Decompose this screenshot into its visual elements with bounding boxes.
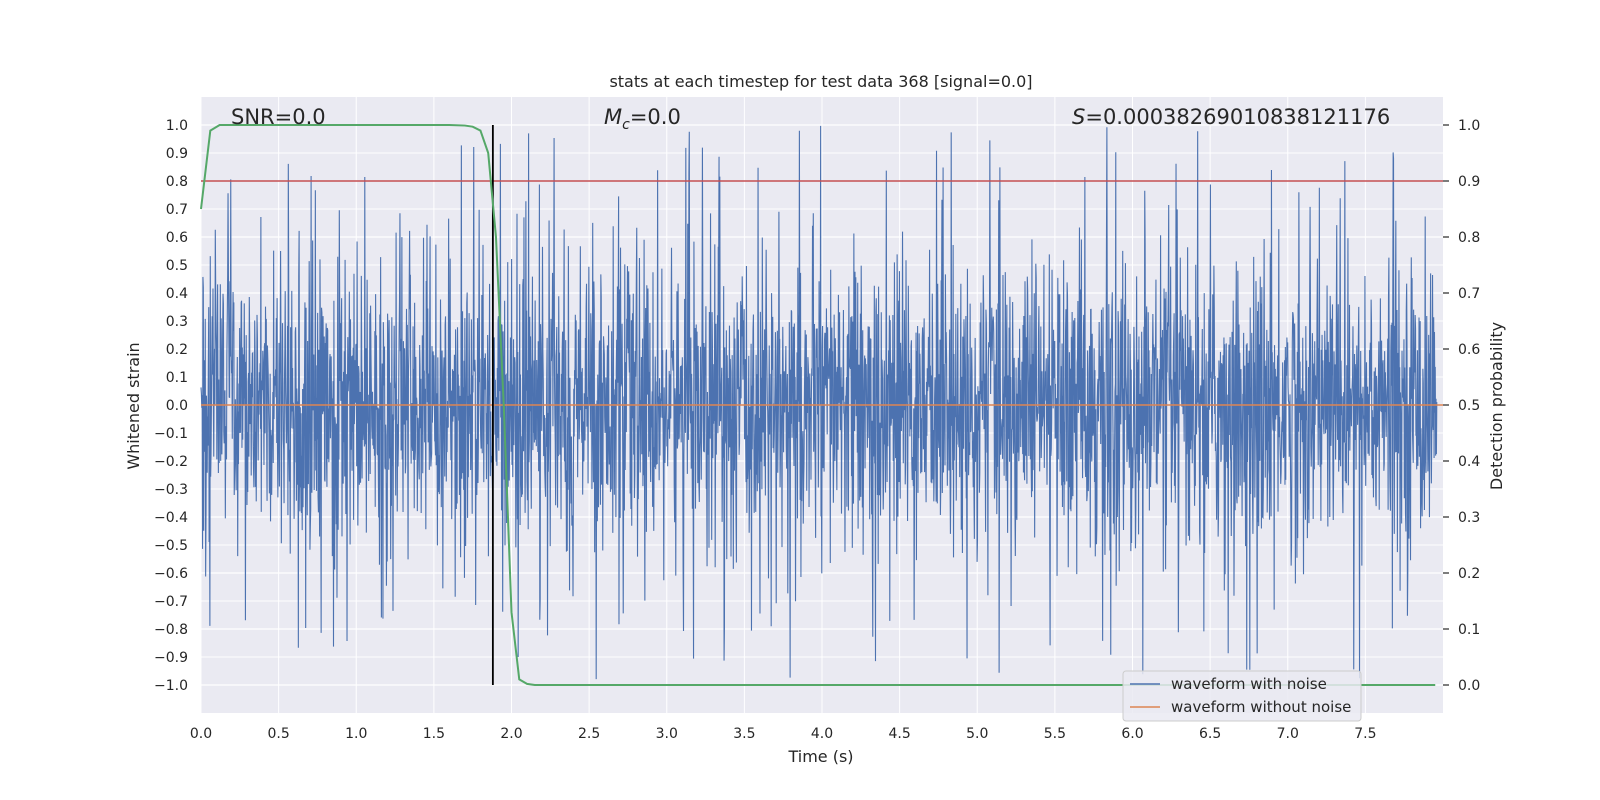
x-tick-label: 2.0	[500, 726, 522, 742]
y-tick-label: −0.6	[154, 566, 188, 582]
x-tick-label: 1.0	[345, 726, 367, 742]
chirp-mass-annotation: Mc=0.0	[604, 105, 681, 133]
x-tick-label: 7.0	[1277, 726, 1299, 742]
y-tick-label-right: 1.0	[1458, 118, 1480, 134]
y-tick-label-right: 0.5	[1458, 398, 1480, 414]
chart-title: stats at each timestep for test data 368…	[609, 72, 1032, 91]
y-tick-label: 0.0	[166, 398, 188, 414]
x-tick-label: 0.0	[190, 726, 212, 742]
y-tick-label: −0.9	[154, 650, 188, 666]
s-symbol: S	[1072, 105, 1085, 129]
mc-subscript: c	[622, 117, 630, 133]
x-tick-label: 5.0	[966, 726, 988, 742]
y-tick-label: 0.3	[166, 314, 188, 330]
x-tick-label: 7.5	[1354, 726, 1376, 742]
y-axis-label-right: Detection probability	[1487, 322, 1506, 490]
x-tick-label: 6.0	[1121, 726, 1143, 742]
y-tick-label: −0.2	[154, 454, 188, 470]
x-tick-label: 3.5	[733, 726, 755, 742]
legend: waveform with noise waveform without noi…	[1122, 670, 1362, 722]
x-tick-label: 4.5	[888, 726, 910, 742]
y-tick-label: −0.8	[154, 622, 188, 638]
y-tick-label: 0.1	[166, 370, 188, 386]
y-axis-label-left: Whitened strain	[124, 342, 143, 469]
y-tick-label: −0.1	[154, 426, 188, 442]
y-tick-label: 1.0	[166, 118, 188, 134]
y-tick-label-right: 0.9	[1458, 174, 1480, 190]
score-annotation: S=0.00038269010838121176	[1072, 105, 1390, 129]
x-tick-label: 2.5	[578, 726, 600, 742]
y-tick-label: 0.6	[166, 230, 188, 246]
y-tick-label: −1.0	[154, 678, 188, 694]
y-tick-label: −0.5	[154, 538, 188, 554]
mc-symbol: M	[604, 105, 622, 129]
x-tick-label: 1.5	[423, 726, 445, 742]
y-ticks-right: 1.0 0.9 0.8 0.7 0.6 0.5 0.4 0.3 0.2 0.1 0.0	[1443, 118, 1480, 694]
x-tick-label: 0.5	[267, 726, 289, 742]
x-tick-label: 6.5	[1199, 726, 1221, 742]
y-tick-label-right: 0.1	[1458, 622, 1480, 638]
y-tick-label: −0.4	[154, 510, 188, 526]
y-tick-label-right: 0.8	[1458, 230, 1480, 246]
x-tick-label: 5.5	[1044, 726, 1066, 742]
x-ticks: 0.0 0.5 1.0 1.5 2.0 2.5 3.0 3.5 4.0 4.5 5.0 5.5 6.0 6…	[190, 726, 1377, 742]
s-value: =0.00038269010838121176	[1085, 105, 1390, 129]
mc-value: =0.0	[630, 105, 681, 129]
detection-probability-line	[200, 124, 1436, 686]
x-tick-label: 4.0	[811, 726, 833, 742]
y-tick-label: 0.7	[166, 202, 188, 218]
y-tick-label: 0.8	[166, 174, 188, 190]
y-ticks-left: 1.0 0.9 0.8 0.7 0.6 0.5 0.4 0.3 0.2 0.1 0.0 −0.1 −0.…	[154, 118, 188, 694]
y-tick-label: 0.4	[166, 286, 188, 302]
overlay-layer	[200, 124, 1443, 686]
y-tick-label-right: 0.4	[1458, 454, 1480, 470]
y-tick-label-right: 0.2	[1458, 566, 1480, 582]
y-tick-label-right: 0.6	[1458, 342, 1480, 358]
y-tick-label-right: 0.0	[1458, 678, 1480, 694]
x-axis-label: Time (s)	[787, 747, 853, 766]
y-tick-label: −0.3	[154, 482, 188, 498]
y-tick-label: 0.2	[166, 342, 188, 358]
legend-label-waveform-with-noise: waveform with noise	[1171, 675, 1327, 693]
y-tick-label-right: 0.3	[1458, 510, 1480, 526]
x-tick-label: 3.0	[656, 726, 678, 742]
y-tick-label: 0.5	[166, 258, 188, 274]
legend-label-waveform-without-noise: waveform without noise	[1171, 698, 1351, 716]
snr-annotation: SNR=0.0	[231, 105, 326, 129]
legend-box	[1122, 670, 1362, 722]
y-tick-label-right: 0.7	[1458, 286, 1480, 302]
y-tick-label: 0.9	[166, 146, 188, 162]
y-tick-label: −0.7	[154, 594, 188, 610]
